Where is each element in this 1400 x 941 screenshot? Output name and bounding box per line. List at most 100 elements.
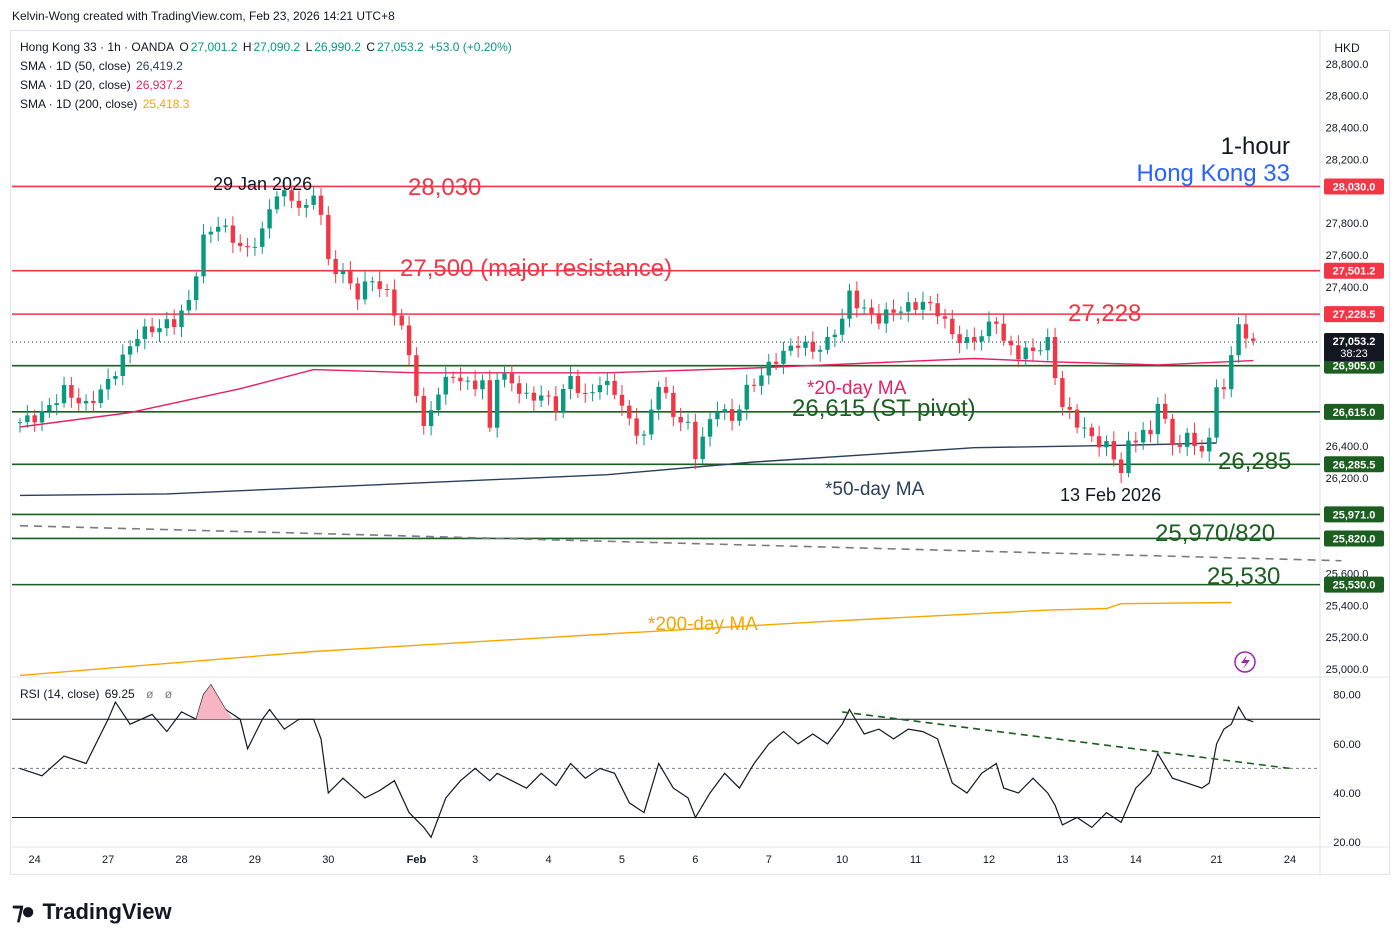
symbol-legend[interactable]: Hong Kong 33 · 1h · OANDA O 27,001.2 H 27,…: [20, 40, 514, 54]
candle-body: [304, 204, 309, 208]
candle-body: [1016, 345, 1021, 360]
candle-body: [414, 355, 419, 396]
candle-body: [1008, 340, 1014, 346]
candle-body: [193, 276, 199, 301]
annotation-feb13: 13 Feb 2026: [1060, 485, 1161, 505]
candle-body: [942, 316, 948, 319]
annotation-27228: 27,228: [1068, 300, 1141, 327]
candle-body: [282, 190, 287, 197]
candle-body: [83, 400, 89, 404]
low-label: L: [305, 40, 313, 54]
candle-body: [832, 334, 838, 338]
dashed-trendline: [19, 524, 1342, 562]
candle-body: [1052, 336, 1058, 379]
sma50-label: SMA · 1D (50, close): [20, 59, 131, 73]
sma200-line: [19, 601, 1232, 677]
candle-body: [869, 307, 874, 314]
candle-body: [296, 200, 302, 208]
time-tick-label: 3: [472, 854, 478, 866]
sma200-label: SMA · 1D (200, close): [20, 97, 138, 111]
sma50-legend[interactable]: SMA · 1D (50, close) 26,419.2: [20, 59, 185, 73]
tradingview-mark-icon: ⁊●: [12, 898, 36, 925]
price-level-badge: [1324, 306, 1384, 323]
candle-body: [671, 392, 676, 417]
candle-body: [208, 231, 214, 235]
candle-body: [1140, 429, 1146, 443]
time-tick-label: 30: [322, 854, 334, 866]
rsi-label: RSI (14, close): [20, 687, 100, 701]
rsi-tick-label: 40.00: [1333, 788, 1361, 800]
high-value: 27,090.2: [253, 40, 301, 54]
sma200-value: 25,418.3: [142, 97, 190, 111]
candle-body: [348, 270, 353, 284]
candle-body: [1155, 403, 1161, 435]
current-price-badge: [1324, 333, 1384, 362]
candle-body: [113, 375, 118, 379]
candle-body: [494, 379, 500, 428]
candle-body: [810, 341, 816, 352]
time-tick-label: 13: [1056, 854, 1068, 866]
candle-body: [333, 258, 338, 275]
sma200-legend[interactable]: SMA · 1D (200, close) 25,418.3: [20, 97, 191, 111]
price-tick-label: 25,200.0: [1326, 632, 1369, 644]
candle-body: [201, 234, 206, 277]
candle-body: [994, 321, 999, 324]
candle-body: [1030, 347, 1036, 352]
price-level-badge: [1324, 576, 1384, 593]
close-label: C: [366, 40, 375, 54]
candle-body: [1185, 432, 1190, 447]
price-tick-label: 28,200.0: [1326, 154, 1369, 166]
candle-body: [142, 326, 147, 339]
sma20-legend[interactable]: SMA · 1D (20, close) 26,937.2: [20, 78, 185, 92]
candle-body: [524, 392, 529, 394]
candle-body: [656, 386, 661, 410]
candle-body: [1067, 406, 1072, 410]
price-level-badge: [1324, 178, 1384, 195]
time-tick-label: Feb: [407, 854, 427, 866]
price-level-badge: [1324, 530, 1384, 547]
alert-icon[interactable]: [1234, 651, 1256, 673]
price-tick-label: 26,200.0: [1326, 473, 1369, 485]
rsi-overbought-fill: [196, 684, 233, 720]
candle-body: [913, 302, 918, 310]
candle-body: [605, 380, 610, 386]
time-tick-label: 29: [249, 854, 261, 866]
price-level-badge-text: 28,030.0: [1333, 181, 1376, 193]
price-level-badge-text: 27,228.5: [1333, 309, 1376, 321]
candle-body: [737, 409, 742, 421]
candle-body: [1038, 350, 1043, 352]
candle-body: [32, 415, 37, 423]
tradingview-logo[interactable]: ⁊● TradingView: [12, 897, 172, 926]
time-tick-label: 12: [983, 854, 995, 866]
candle-body: [1133, 440, 1139, 443]
candle-body: [245, 246, 250, 248]
candle-body: [149, 326, 155, 333]
candle-body: [1089, 427, 1094, 437]
time-tick-label: 10: [836, 854, 848, 866]
candle-body: [751, 384, 757, 386]
candle-body: [568, 376, 573, 389]
candle-body: [1060, 378, 1065, 407]
candle-body: [472, 380, 478, 390]
price-tick-label: 26,400.0: [1326, 441, 1369, 453]
candle-body: [583, 392, 588, 394]
candle-body: [906, 302, 911, 312]
candle-body: [722, 409, 727, 412]
candle-body: [105, 378, 111, 390]
candle-body: [729, 409, 735, 421]
candle-body: [1214, 387, 1219, 438]
candle-body: [781, 350, 786, 364]
open-label: O: [179, 40, 189, 54]
candle-body: [392, 289, 397, 316]
candle-body: [678, 416, 683, 423]
tradingview-brand-text: TradingView: [42, 898, 172, 924]
candle-body: [972, 337, 977, 342]
candle-body: [759, 375, 764, 386]
candle-body: [267, 209, 272, 229]
candle-body: [531, 392, 537, 401]
candle-body: [920, 301, 926, 310]
candle-body: [1192, 432, 1197, 447]
rsi-legend[interactable]: RSI (14, close) 69.25 ø ø: [20, 687, 174, 701]
candle-body: [1082, 427, 1087, 429]
